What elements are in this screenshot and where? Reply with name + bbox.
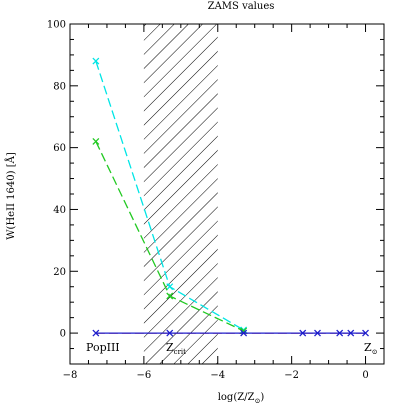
series-3 bbox=[92, 329, 369, 337]
x-axis-title: log(Z/Z⊙) bbox=[218, 392, 265, 405]
series-point bbox=[336, 329, 344, 337]
series-0 bbox=[92, 57, 248, 334]
series-point bbox=[299, 329, 307, 337]
x-tick-label: −2 bbox=[284, 370, 299, 381]
series-1 bbox=[92, 137, 248, 335]
y-tick-label: 100 bbox=[47, 20, 66, 31]
series-point bbox=[92, 57, 100, 65]
x-tick-label: −4 bbox=[210, 370, 225, 381]
annotation-zsun: Z⊙ bbox=[364, 341, 378, 356]
ticks-layer: −8 −6 −4 −2 0 0 20 40 60 80 100 bbox=[47, 20, 385, 381]
chart-title: ZAMS values bbox=[208, 1, 275, 12]
series-point bbox=[92, 137, 100, 145]
plot-frame bbox=[69, 23, 385, 365]
y-tick-label: 40 bbox=[53, 205, 66, 216]
annotation-popiii: PopIII bbox=[86, 341, 120, 354]
series-point bbox=[314, 329, 321, 337]
x-tick-label: −6 bbox=[137, 370, 152, 381]
y-tick-label: 60 bbox=[53, 143, 66, 154]
series-point bbox=[362, 329, 369, 337]
series-point bbox=[92, 329, 100, 337]
series-point bbox=[166, 329, 174, 337]
x-tick-label: 0 bbox=[362, 370, 368, 381]
series-point bbox=[240, 329, 248, 337]
y-tick-label: 80 bbox=[53, 81, 66, 92]
series-point bbox=[166, 283, 174, 291]
series-point bbox=[347, 329, 355, 337]
y-tick-label: 20 bbox=[53, 267, 66, 278]
annotation-zcrit: Zcrit bbox=[166, 341, 186, 356]
y-tick-label: 0 bbox=[60, 329, 66, 340]
y-axis-title: W(HeII 1640) [Å] bbox=[5, 152, 17, 240]
series-layer bbox=[92, 57, 369, 337]
series-point bbox=[166, 292, 174, 300]
x-tick-label: −8 bbox=[63, 370, 78, 381]
